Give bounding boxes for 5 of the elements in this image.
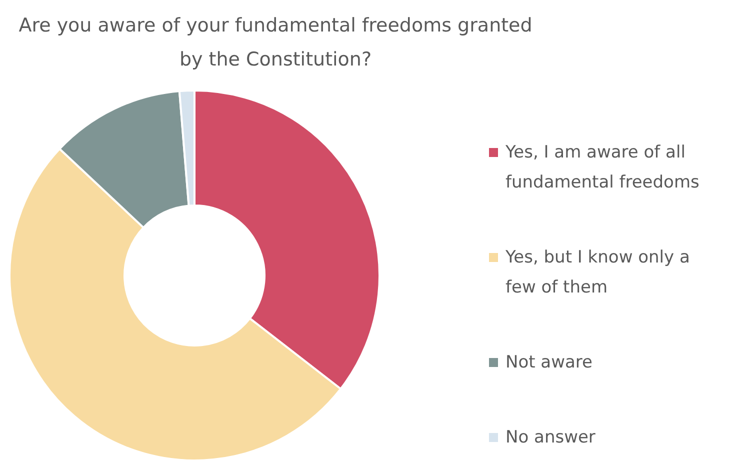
legend-label: Not aware xyxy=(506,352,593,372)
legend-label: Yes, but I know only a few of them xyxy=(504,248,690,298)
legend-label: No answer xyxy=(506,428,596,448)
legend-label: Yes, I am aware of all fundamental freedoms xyxy=(504,142,700,192)
chart-title: Are you aware of your fundamental freedoms granted by the Constitution? xyxy=(18,14,532,70)
